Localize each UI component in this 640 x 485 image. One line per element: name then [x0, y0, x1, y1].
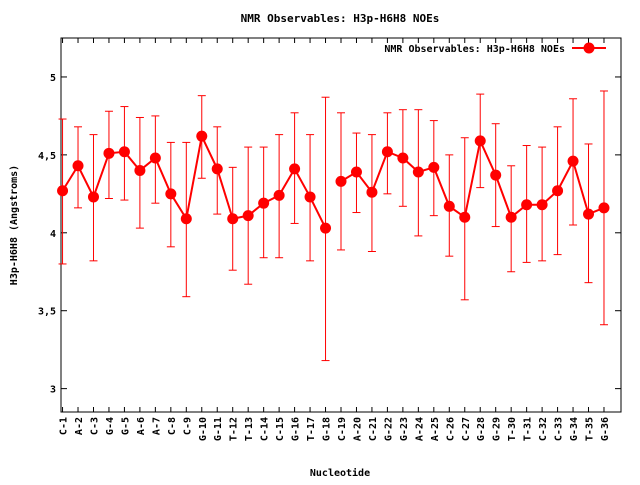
- data-point: [273, 189, 285, 201]
- data-point: [536, 199, 548, 211]
- data-point: [366, 186, 378, 198]
- x-tick-label: C-21: [368, 417, 379, 441]
- x-tick-label: T-35: [585, 417, 596, 441]
- x-tick-label: A-25: [430, 417, 441, 441]
- data-point: [428, 161, 440, 173]
- x-tick-label: G-4: [105, 417, 116, 435]
- x-tick-label: C-19: [337, 417, 348, 441]
- data-point: [227, 213, 239, 225]
- data-point: [567, 155, 579, 167]
- x-tick-label: G-5: [120, 417, 131, 435]
- data-point: [304, 191, 316, 203]
- data-point: [350, 166, 362, 178]
- data-point: [552, 185, 564, 197]
- x-tick-label: C-27: [461, 417, 472, 441]
- y-tick-label: 3,5: [38, 307, 56, 318]
- x-tick-label: C-26: [445, 417, 456, 441]
- legend-marker-sample: [583, 42, 595, 54]
- data-point: [335, 175, 347, 187]
- x-tick-label: C-3: [89, 417, 100, 435]
- x-tick-label: T-30: [507, 417, 518, 441]
- x-tick-label: C-15: [275, 417, 286, 441]
- x-tick-label: C-8: [167, 417, 178, 435]
- data-point: [180, 213, 192, 225]
- x-tick-label: C-14: [260, 417, 271, 441]
- plot-area: 3 3,5 4 4,5 5 C-1 A-2 C-3 G-4 G-5 A-6 A-7 C-8 C-9 G-10…: [38, 37, 622, 441]
- data-point: [397, 152, 409, 164]
- x-tick-label: C-33: [554, 417, 565, 441]
- x-tick-label: G-28: [476, 417, 487, 441]
- data-point: [165, 188, 177, 200]
- data-point: [211, 163, 223, 175]
- data-point: [320, 222, 332, 234]
- chart-title: NMR Observables: H3p-H6H8 NOEs: [241, 12, 440, 25]
- y-tick-label: 4: [50, 229, 56, 240]
- x-tick-label: G-16: [291, 417, 302, 441]
- x-tick-label: G-34: [569, 417, 580, 441]
- data-point: [521, 199, 533, 211]
- x-tick-label: G-23: [399, 417, 410, 441]
- x-tick-label: G-11: [213, 417, 224, 441]
- x-tick-label: A-7: [151, 417, 162, 435]
- data-point: [289, 163, 301, 175]
- x-tick-label: C-32: [538, 417, 549, 441]
- x-tick-label: T-12: [229, 417, 240, 441]
- x-tick-label: G-22: [383, 417, 394, 441]
- data-point: [474, 135, 486, 147]
- x-tick-label: A-20: [352, 417, 363, 441]
- data-point: [505, 211, 517, 223]
- x-tick-label: G-10: [198, 417, 209, 441]
- legend-label: NMR Observables: H3p-H6H8 NOEs: [384, 44, 565, 55]
- data-point: [583, 208, 595, 220]
- x-tick-label: C-9: [182, 417, 193, 435]
- data-point: [381, 146, 393, 158]
- data-point: [196, 130, 208, 142]
- data-point: [103, 147, 115, 159]
- y-tick-label: 3: [50, 385, 56, 396]
- x-tick-label: A-2: [74, 417, 85, 435]
- x-tick-label: T-31: [523, 417, 534, 441]
- x-tick-label: G-36: [600, 417, 611, 441]
- x-axis-label: Nucleotide: [310, 467, 370, 479]
- data-point: [459, 211, 471, 223]
- data-point: [490, 169, 502, 181]
- data-point: [242, 210, 254, 222]
- data-point: [443, 200, 455, 212]
- data-point: [598, 202, 610, 214]
- y-tick-label: 5: [50, 73, 56, 84]
- data-point: [149, 152, 161, 164]
- x-tick-label: G-29: [492, 417, 503, 441]
- y-axis-label: H3p-H6H8 (Angstroms): [9, 165, 20, 285]
- data-point: [57, 185, 69, 197]
- x-tick-label: A-24: [414, 417, 425, 441]
- x-tick-label: G-18: [322, 417, 333, 441]
- data-point: [72, 160, 84, 172]
- x-tick-label: T-17: [306, 417, 317, 441]
- data-point: [134, 164, 146, 176]
- series-line: [340, 137, 605, 219]
- legend: NMR Observables: H3p-H6H8 NOEs: [384, 42, 606, 55]
- x-tick-label: A-6: [136, 417, 147, 435]
- data-point: [118, 146, 130, 158]
- data-point: [87, 191, 99, 203]
- data-point: [412, 166, 424, 178]
- data-point: [258, 197, 270, 209]
- y-tick-label: 4,5: [38, 151, 56, 162]
- x-tick-label: C-1: [59, 417, 70, 435]
- x-tick-label: T-13: [244, 417, 255, 441]
